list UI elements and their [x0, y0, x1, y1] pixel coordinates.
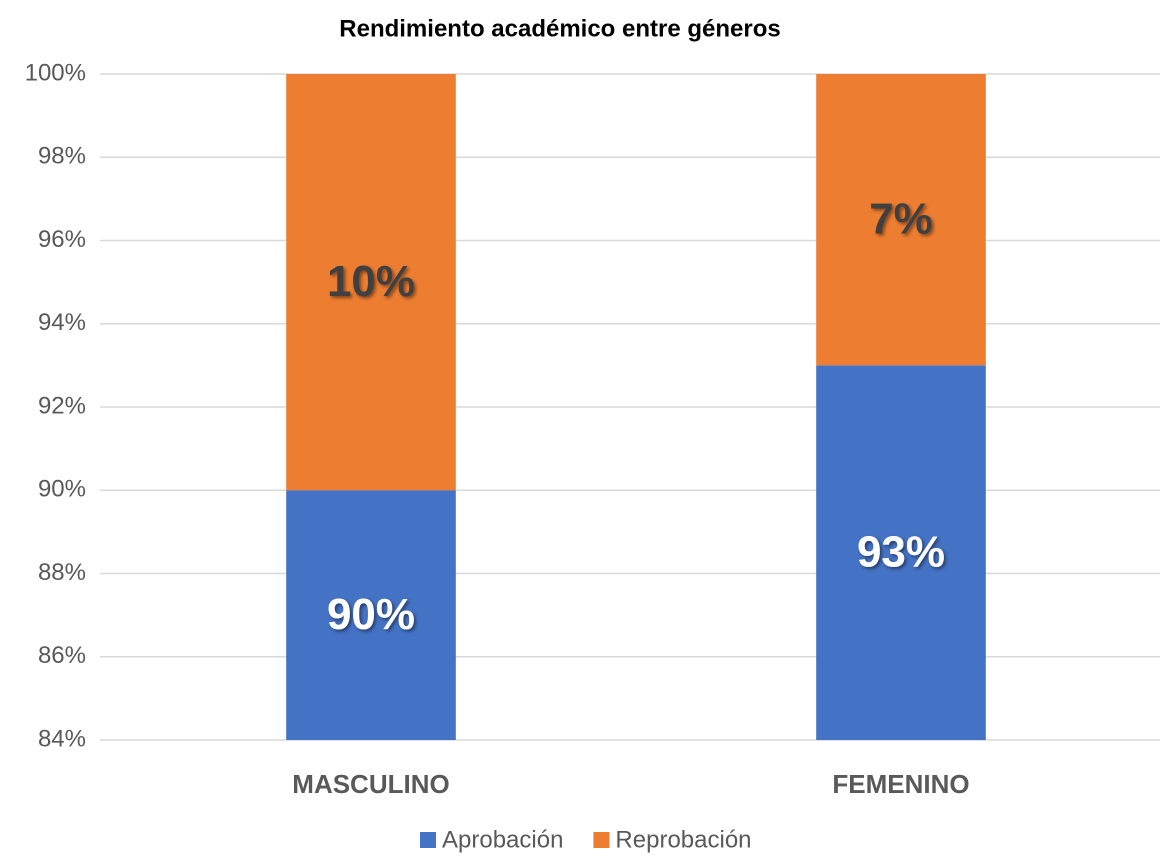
- y-tick-label: 86%: [38, 642, 86, 669]
- x-tick-label: FEMENINO: [832, 769, 969, 799]
- y-tick-label: 88%: [38, 559, 86, 586]
- legend-swatch: [420, 832, 436, 848]
- y-tick-label: 94%: [38, 309, 86, 336]
- y-tick-label: 100%: [25, 59, 86, 86]
- y-tick-label: 92%: [38, 392, 86, 419]
- data-label: 10%: [327, 257, 415, 306]
- legend-label: Aprobación: [442, 826, 563, 853]
- bar-segment: [286, 74, 456, 491]
- y-tick-label: 98%: [38, 143, 86, 170]
- y-tick-label: 84%: [38, 725, 86, 752]
- bar-segment: [816, 74, 986, 366]
- y-tick-label: 96%: [38, 226, 86, 253]
- data-label: 90%: [327, 590, 415, 639]
- bar-segment: [816, 365, 986, 740]
- legend-label: Reprobación: [615, 826, 751, 853]
- bar-segment: [286, 490, 456, 740]
- y-tick-label: 90%: [38, 476, 86, 503]
- x-tick-label: MASCULINO: [292, 769, 449, 799]
- data-label: 7%: [869, 194, 933, 243]
- legend-swatch: [593, 832, 610, 848]
- chart-title: Rendimiento académico entre géneros: [339, 15, 780, 42]
- data-label: 93%: [857, 527, 945, 576]
